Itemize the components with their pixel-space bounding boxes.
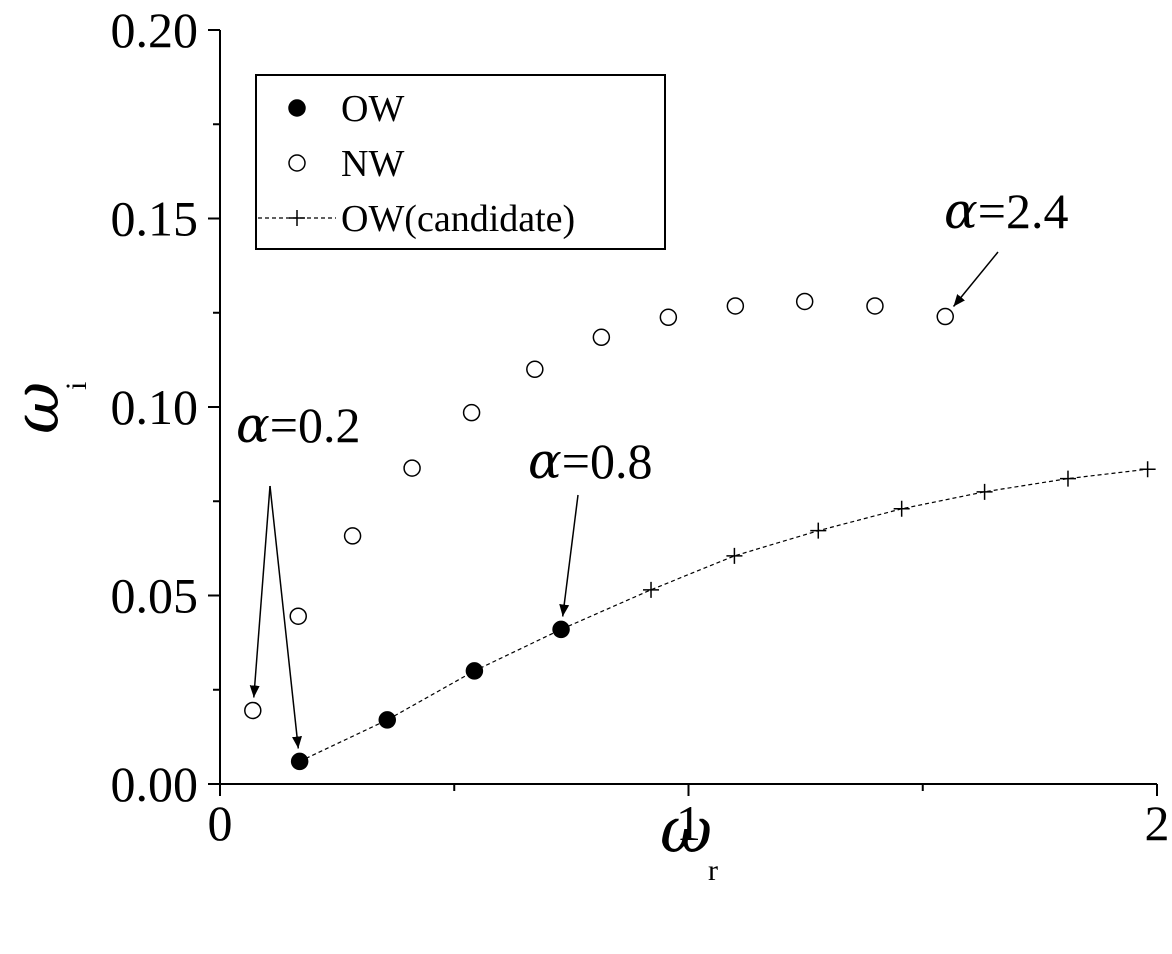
- nw-point: [244, 701, 262, 720]
- series-layer: [244, 292, 1156, 771]
- nw-point: [866, 297, 884, 315]
- legend-marker-ow: [288, 99, 306, 117]
- candidate-point: [1139, 461, 1156, 478]
- candidate-point: [643, 581, 660, 598]
- y-axis-title-group: ω i: [0, 382, 93, 434]
- ow-point: [290, 752, 309, 771]
- x-tick-label: 1: [676, 795, 701, 851]
- legend-box: [255, 74, 666, 250]
- y-tick-label: 0.00: [111, 756, 199, 812]
- annotation-arrows: [249, 251, 999, 749]
- nw-point: [343, 527, 362, 545]
- ow-point: [465, 662, 484, 680]
- annotation-alpha-symbol: α: [944, 182, 978, 240]
- candidate-line: [299, 468, 1148, 762]
- candidate-point: [976, 483, 993, 500]
- nw-point: [462, 403, 481, 422]
- ow-point: [552, 620, 570, 639]
- annotation-alpha-0.8: α=0.8: [528, 432, 652, 490]
- x-axis-title-sub: r: [708, 854, 718, 887]
- annotation-arrow: [952, 251, 999, 307]
- nw-point: [403, 459, 421, 477]
- x-axis-title: ω: [660, 794, 712, 868]
- legend-label-ow: OW: [341, 88, 404, 130]
- annotation-alpha-symbol: α: [528, 432, 562, 490]
- legend: OW NW OW(candidate): [255, 74, 666, 250]
- nw-point: [936, 307, 954, 326]
- series-ow: [290, 620, 570, 771]
- y-axis-title: ω: [0, 382, 74, 434]
- x-tick-label: 0: [208, 795, 233, 851]
- nw-point: [659, 308, 678, 327]
- candidate-point: [726, 547, 743, 564]
- annotation-arrow: [559, 494, 579, 617]
- y-axis-title-sub: i: [60, 382, 93, 390]
- axis-titles: ω r ω i: [0, 382, 718, 887]
- annotation-arrow: [249, 485, 271, 698]
- annotation-alpha-value: =2.4: [978, 183, 1069, 239]
- annotation-alpha-0.2: α=0.2: [236, 396, 360, 454]
- annotation-alpha-value: =0.2: [270, 397, 361, 453]
- nw-point: [795, 292, 814, 311]
- y-tick-label: 0.10: [111, 379, 199, 435]
- legend-marker-candidate: [289, 210, 305, 226]
- series-ow-candidate: [291, 461, 1156, 770]
- legend-label-nw: NW: [341, 143, 404, 185]
- ticks: [208, 29, 1158, 796]
- y-tick-label: 0.15: [111, 191, 199, 247]
- nw-point: [726, 297, 745, 315]
- x-tick-label: 2: [1145, 795, 1170, 851]
- annotation-alpha-symbol: α: [236, 396, 270, 454]
- nw-point: [289, 607, 307, 625]
- nw-point: [526, 360, 544, 379]
- nw-point: [592, 328, 611, 347]
- tick-labels: 0.00 0.05 0.10 0.15 0.20 0 1 2: [111, 2, 1170, 851]
- annotations: α=0.2 α=0.8 α=2.4: [236, 182, 1068, 749]
- y-tick-label: 0.05: [111, 568, 199, 624]
- legend-label-candidate: OW(candidate): [341, 198, 575, 240]
- legend-marker-nw: [288, 154, 306, 172]
- annotation-alpha-2.4: α=2.4: [944, 182, 1068, 240]
- series-nw: [244, 292, 954, 720]
- ow-point: [378, 711, 397, 729]
- candidate-point: [893, 500, 910, 517]
- candidate-point: [1059, 470, 1076, 487]
- y-tick-label: 0.20: [111, 2, 199, 58]
- annotation-arrow: [269, 485, 302, 749]
- candidate-point: [810, 522, 827, 539]
- annotation-alpha-value: =0.8: [562, 433, 653, 489]
